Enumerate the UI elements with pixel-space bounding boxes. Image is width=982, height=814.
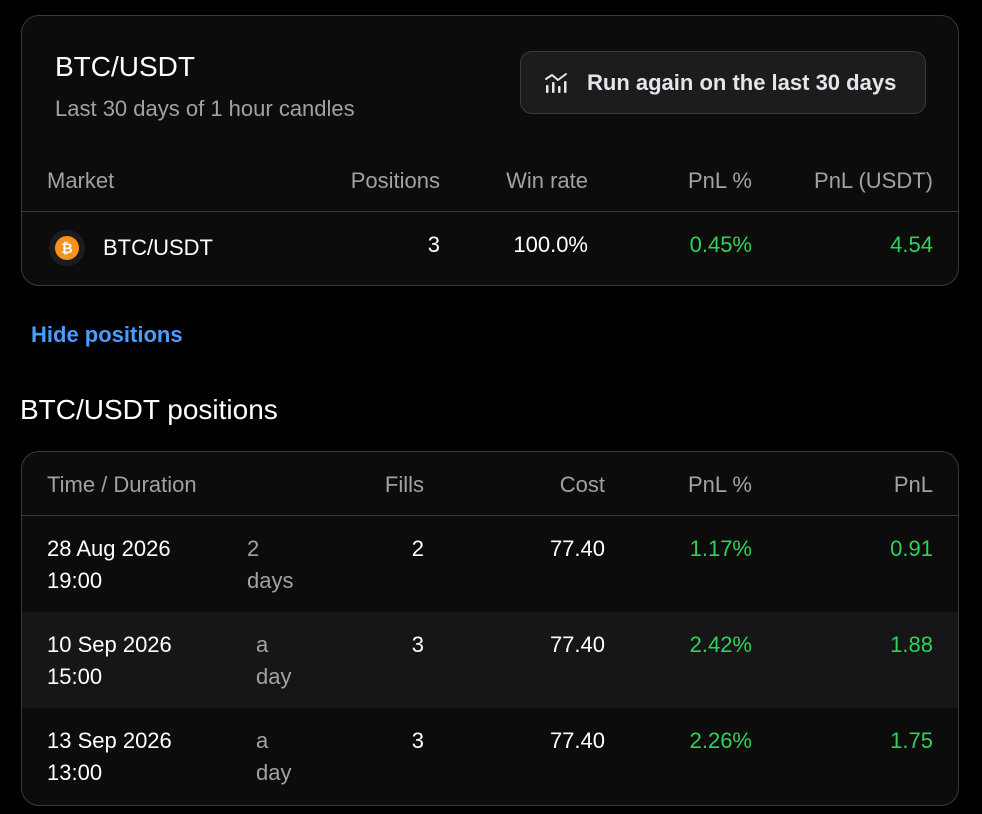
pnl-pct-value: 0.45% (689, 232, 752, 257)
position-cost: 77.40 (549, 728, 605, 753)
position-duration: a (256, 728, 269, 753)
positions-table-card: Time / Duration Fills Cost PnL % PnL 28 … (21, 451, 959, 806)
column-header-pnl-usdt[interactable]: PnL (USDT) (814, 168, 933, 193)
position-duration-unit: day (256, 664, 292, 689)
market-name: BTC/USDT (103, 235, 213, 260)
position-duration-unit: days (247, 568, 294, 593)
position-pnl-pct: 2.42% (689, 632, 752, 657)
column-header-pnl[interactable]: PnL (893, 472, 933, 497)
win-rate-value: 100.0% (513, 232, 588, 257)
column-header-market[interactable]: Market (47, 168, 115, 193)
column-header-cost[interactable]: Cost (559, 472, 605, 497)
column-header-time-duration[interactable]: Time / Duration (47, 472, 197, 497)
bitcoin-icon: ₿ (49, 230, 85, 266)
position-cost: 77.40 (549, 632, 605, 657)
header-divider (22, 515, 958, 516)
position-duration: 2 (247, 536, 260, 561)
column-header-pnl-pct[interactable]: PnL % (687, 168, 752, 193)
position-pnl-pct: 2.26% (689, 728, 752, 753)
position-pnl: 1.88 (890, 632, 933, 657)
table-row[interactable]: 10 Sep 2026 15:00 a day 3 77.40 2.42% 1.… (22, 612, 958, 708)
position-time: 19:00 (47, 568, 103, 593)
column-header-positions[interactable]: Positions (350, 168, 440, 193)
svg-text:₿: ₿ (61, 241, 72, 257)
position-pnl: 1.75 (890, 728, 933, 753)
summary-title: BTC/USDT (55, 51, 195, 82)
position-pnl: 0.91 (890, 536, 933, 561)
position-cost: 77.40 (549, 536, 605, 561)
run-again-button-label: Run again on the last 30 days (587, 69, 897, 95)
column-header-win-rate[interactable]: Win rate (506, 168, 588, 193)
position-duration-unit: day (256, 760, 292, 785)
hide-positions-link[interactable]: Hide positions (31, 322, 183, 347)
position-date: 13 Sep 2026 (47, 728, 172, 753)
position-fills: 3 (411, 632, 424, 657)
summary-subtitle: Last 30 days of 1 hour candles (55, 96, 355, 121)
position-date: 10 Sep 2026 (47, 632, 172, 657)
position-fills: 3 (411, 728, 424, 753)
table-row[interactable]: 13 Sep 2026 13:00 a day 3 77.40 2.26% 1.… (22, 708, 958, 804)
run-again-button[interactable]: Run again on the last 30 days (520, 51, 926, 114)
table-row[interactable]: 28 Aug 2026 19:00 2 days 2 77.40 1.17% 0… (22, 516, 958, 612)
chart-icon (543, 70, 569, 96)
position-pnl-pct: 1.17% (689, 536, 752, 561)
position-date: 28 Aug 2026 (47, 536, 171, 561)
pnl-usdt-value: 4.54 (890, 232, 933, 257)
header-divider (22, 211, 958, 212)
positions-section-title: BTC/USDT positions (20, 394, 278, 425)
column-header-fills[interactable]: Fills (384, 472, 424, 497)
positions-count: 3 (427, 232, 440, 257)
position-fills: 2 (411, 536, 424, 561)
position-time: 15:00 (47, 664, 103, 689)
position-duration: a (256, 632, 269, 657)
position-time: 13:00 (47, 760, 103, 785)
column-header-pnl-pct[interactable]: PnL % (687, 472, 752, 497)
backtest-summary-card: BTC/USDT Last 30 days of 1 hour candles … (21, 15, 959, 286)
